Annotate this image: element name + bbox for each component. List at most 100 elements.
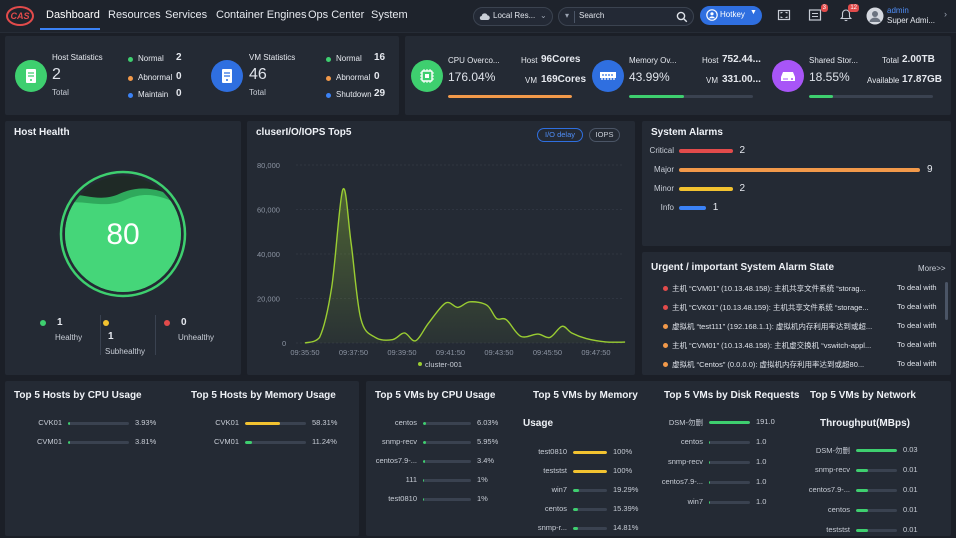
rank-item-name[interactable]: centos7.9-... — [808, 485, 850, 494]
hotkey-button[interactable]: Hotkey ▼ — [700, 6, 762, 25]
healthy-label: Healthy — [55, 333, 83, 342]
alarm-bar[interactable] — [679, 168, 920, 172]
nav-dashboard[interactable]: Dashboard — [46, 9, 100, 21]
top-vms-disk-title: Top 5 VMs by Disk Requests — [664, 390, 800, 401]
scrollbar-thumb[interactable] — [945, 282, 948, 320]
search-scope-chevron-icon[interactable]: ▾ — [565, 11, 570, 20]
rank-item-name[interactable]: DSM-勿删 — [815, 446, 850, 455]
message-list-icon — [808, 9, 822, 21]
unhealthy-dot — [164, 320, 170, 326]
more-link[interactable]: More>> — [918, 264, 946, 273]
rank-item-bar — [573, 489, 607, 492]
user-menu[interactable]: admin Super Admi... › — [866, 6, 954, 28]
rank-item-name[interactable]: snmp-recv — [667, 457, 703, 466]
series-line[interactable] — [304, 187, 626, 344]
rank-item-value: 1% — [477, 494, 488, 503]
rank-item-name[interactable]: test0810 — [388, 494, 417, 503]
alarm-severity-dot — [663, 305, 668, 310]
vm-icon — [211, 60, 243, 92]
urgent-alarm-text[interactable]: 主机 “CVM01” (10.13.48.158): 主机虚交换机 “vswit… — [672, 341, 872, 350]
cpu-vm-value: 169Cores — [541, 74, 587, 85]
nav-services[interactable]: Services — [165, 9, 208, 21]
host-server-icon — [15, 60, 47, 92]
rank-item-name[interactable]: win7 — [687, 497, 703, 506]
memory-percent: 43.99% — [629, 70, 670, 84]
fullscreen-icon[interactable] — [777, 8, 791, 22]
rank-item-name[interactable]: centos7.9-... — [375, 456, 417, 465]
notification-badge: 12 — [848, 4, 859, 12]
urgent-alarm-text[interactable]: 主机 “CVK01” (10.13.48.159): 主机共享文件系统 “sto… — [672, 303, 869, 312]
alarm-bar[interactable] — [679, 149, 733, 153]
top-vms-mem-title: Top 5 VMs by Memory — [533, 390, 638, 401]
alarm-bar[interactable] — [679, 206, 706, 210]
rank-item-name[interactable]: snmp-recv — [381, 437, 417, 446]
system-alarms-title: System Alarms — [651, 127, 723, 138]
resource-select[interactable]: Local Res... ⌄ — [473, 7, 553, 26]
rank-item-name[interactable]: test0810 — [538, 447, 567, 456]
iops-button[interactable]: IOPS — [589, 128, 620, 142]
rank-item-name[interactable]: CVK01 — [38, 418, 62, 427]
rank-item-name[interactable]: centos — [680, 437, 703, 446]
rank-item-name[interactable]: CVM01 — [36, 437, 62, 446]
rank-item-bar — [709, 421, 750, 424]
nav-system[interactable]: System — [371, 9, 408, 21]
deal-with-link[interactable]: To deal with — [897, 302, 937, 311]
rank-item-name[interactable]: CVK01 — [215, 418, 239, 427]
alarm-level-label: Critical — [649, 146, 674, 155]
health-score: 80 — [106, 218, 139, 251]
deal-with-link[interactable]: To deal with — [897, 359, 937, 368]
search-icon[interactable] — [676, 11, 688, 23]
rank-item-name[interactable]: snmp-r... — [537, 523, 567, 532]
app-logo[interactable]: CAS — [6, 6, 34, 26]
rank-item-value: 191.0 — [756, 417, 775, 426]
rank-item-name[interactable]: teststst — [826, 525, 850, 534]
deal-with-link[interactable]: To deal with — [897, 340, 937, 349]
rank-item-name[interactable]: centos — [394, 418, 417, 427]
user-name: admin — [887, 6, 909, 15]
rank-item-bar — [68, 422, 129, 425]
rank-item-name[interactable]: centos7.9-... — [661, 477, 703, 486]
search-box[interactable]: ▾ Search — [558, 7, 694, 26]
vm-shutdown-label: Shutdown — [336, 90, 372, 99]
nav-ops-center[interactable]: Ops Center — [308, 9, 365, 21]
rank-item-value: 0.01 — [903, 525, 918, 534]
cpu-bar-fill — [448, 95, 572, 98]
x-tick-label: 09:41:50 — [436, 348, 465, 357]
storage-available-value: 17.87GB — [902, 74, 943, 85]
nav-resources[interactable]: Resources — [108, 9, 161, 21]
io-delay-button[interactable]: I/O delay — [537, 128, 583, 142]
rank-item-name[interactable]: teststst — [543, 466, 567, 475]
alarm-bar[interactable] — [679, 187, 733, 191]
nav-container-engines[interactable]: Container Engines — [216, 9, 307, 21]
rank-item-name[interactable]: snmp-recv — [814, 465, 850, 474]
rank-item-name[interactable]: DSM-勿删 — [668, 418, 703, 427]
rank-item-name[interactable]: 111 — [405, 475, 417, 484]
deal-with-link[interactable]: To deal with — [897, 283, 937, 292]
vm-stats-title: VM Statistics — [249, 53, 296, 62]
legend-label[interactable]: cluster-001 — [425, 360, 462, 369]
urgent-alarm-text[interactable]: 主机 “CVM01” (10.13.48.158): 主机共享文件系统 “sto… — [672, 284, 866, 293]
rank-item-value: 3.93% — [135, 418, 157, 427]
urgent-alarms-title: Urgent / important System Alarm State — [651, 262, 835, 273]
search-input[interactable]: Search — [579, 11, 605, 20]
alarm-severity-dot — [663, 324, 668, 329]
rank-item-name[interactable]: centos — [544, 504, 567, 513]
urgent-alarm-text[interactable]: 虚拟机 “Centos” (0.0.0.0): 虚拟机内存利用率达到或超80..… — [672, 360, 865, 369]
message-button[interactable]: 3 — [808, 4, 828, 22]
system-alarms-panel: System Alarms Critical 2 Major 9 Minor 2 Info 1 — [642, 121, 951, 246]
host-vm-stats-panel: Host Statistics 2 Total Normal 2 Abnorma… — [5, 36, 399, 115]
urgent-alarm-text[interactable]: 虚拟机 “test111” (192.168.1.1): 虚拟机内存利用率达到或… — [672, 322, 873, 331]
rank-item-bar — [856, 449, 897, 452]
rank-item-bar — [245, 441, 306, 444]
rank-item-name[interactable]: CVM01 — [213, 437, 239, 446]
healthy-count: 1 — [57, 317, 63, 328]
memory-vm-value: 331.00... — [722, 74, 761, 85]
alarm-count: 1 — [712, 202, 719, 213]
deal-with-link[interactable]: To deal with — [897, 321, 937, 330]
rank-item-name[interactable]: centos — [827, 505, 850, 514]
rank-item-name[interactable]: win7 — [551, 485, 567, 494]
rank-item-value: 6.03% — [477, 418, 499, 427]
iops-title: cluserI/O/IOPS Top5 — [256, 127, 352, 138]
notifications-button[interactable]: 12 — [839, 4, 859, 22]
y-tick-label: 20,000 — [257, 295, 280, 304]
